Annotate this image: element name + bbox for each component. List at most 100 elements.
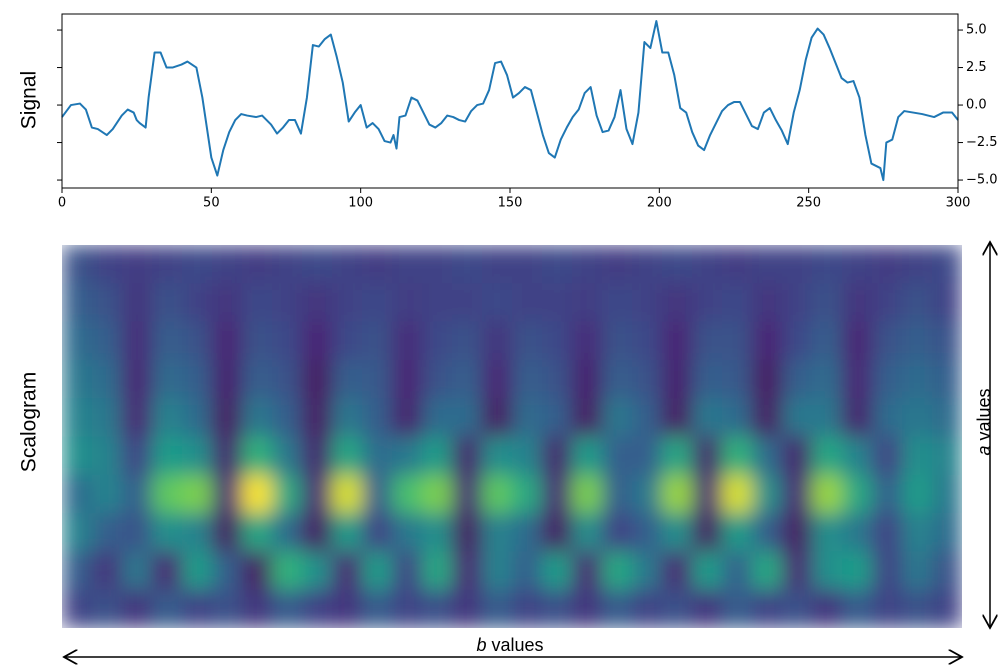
heatmap-cell	[92, 551, 123, 591]
heatmap-cell	[212, 245, 243, 284]
heatmap-cell	[542, 245, 573, 284]
heatmap-cell	[332, 321, 363, 361]
y-tick-label: 2.5	[966, 60, 987, 75]
heatmap-cell	[422, 398, 453, 437]
heatmap-cell	[812, 321, 843, 361]
heatmap-cell	[572, 321, 603, 361]
y-tick-label: 5.0	[966, 23, 987, 38]
heatmap-cell	[452, 513, 483, 552]
heatmap-cell	[212, 589, 243, 628]
heatmap-cell	[302, 245, 333, 284]
heatmap-cell	[272, 589, 303, 628]
heatmap-cell	[332, 359, 363, 399]
heatmap-cell	[782, 513, 813, 552]
heatmap-cell	[392, 398, 423, 437]
heatmap-cell	[542, 283, 573, 323]
heatmap-cell	[632, 283, 663, 323]
heatmap-cell	[302, 589, 333, 628]
heatmap-cell	[362, 359, 393, 399]
heatmap-cell	[632, 398, 663, 437]
heatmap-cell	[902, 398, 933, 437]
heatmap-cell	[752, 551, 783, 591]
heatmap-cell	[302, 321, 333, 361]
heatmap-cell	[332, 474, 363, 514]
heatmap-cell	[182, 436, 213, 476]
heatmap-cell	[242, 245, 273, 284]
heatmap-cell	[62, 245, 93, 284]
heatmap-cell	[812, 474, 843, 514]
heatmap-cell	[932, 283, 962, 323]
heatmap-cell	[812, 436, 843, 476]
heatmap-cell	[632, 321, 663, 361]
heatmap-cell	[92, 398, 123, 437]
heatmap-cell	[872, 321, 903, 361]
heatmap-cell	[782, 283, 813, 323]
heatmap-cell	[482, 398, 513, 437]
heatmap-cell	[572, 436, 603, 476]
heatmap-cell	[752, 321, 783, 361]
heatmap-cell	[692, 513, 723, 552]
heatmap-cell	[182, 321, 213, 361]
heatmap	[62, 245, 962, 628]
heatmap-cell	[902, 474, 933, 514]
scalogram-label: Scalogram	[18, 372, 41, 472]
heatmap-cell	[182, 474, 213, 514]
heatmap-cell	[392, 321, 423, 361]
heatmap-cell	[332, 436, 363, 476]
heatmap-cell	[452, 398, 483, 437]
heatmap-cell	[722, 474, 753, 514]
heatmap-cell	[542, 513, 573, 552]
heatmap-cell	[92, 359, 123, 399]
heatmap-cell	[542, 321, 573, 361]
heatmap-cell	[602, 283, 633, 323]
heatmap-cell	[512, 283, 543, 323]
heatmap-cell	[812, 551, 843, 591]
heatmap-cell	[842, 245, 873, 284]
heatmap-cell	[572, 359, 603, 399]
heatmap-cell	[632, 551, 663, 591]
heatmap-cell	[92, 513, 123, 552]
heatmap-cell	[902, 551, 933, 591]
x-tick-label: 100	[348, 196, 373, 211]
heatmap-cell	[662, 398, 693, 437]
heatmap-cell	[512, 474, 543, 514]
heatmap-cell	[332, 551, 363, 591]
heatmap-cell	[452, 551, 483, 591]
heatmap-cell	[512, 513, 543, 552]
heatmap-cell	[542, 589, 573, 628]
heatmap-cell	[602, 474, 633, 514]
signal-line	[61, 20, 959, 182]
heatmap-cell	[242, 474, 273, 514]
heatmap-cell	[842, 589, 873, 628]
heatmap-cell	[842, 436, 873, 476]
heatmap-cell	[662, 359, 693, 399]
heatmap-cell	[692, 551, 723, 591]
heatmap-cell	[152, 359, 183, 399]
heatmap-cell	[512, 436, 543, 476]
a-var: a	[974, 446, 994, 456]
heatmap-cell	[722, 398, 753, 437]
heatmap-cell	[782, 245, 813, 284]
heatmap-cell	[452, 283, 483, 323]
heatmap-cell	[722, 283, 753, 323]
heatmap-cell	[692, 589, 723, 628]
x-tick-label: 50	[203, 196, 220, 211]
heatmap-cell	[302, 513, 333, 552]
heatmap-cell	[362, 474, 393, 514]
heatmap-cell	[62, 321, 93, 361]
heatmap-cell	[692, 474, 723, 514]
heatmap-cell	[272, 551, 303, 591]
heatmap-cell	[182, 359, 213, 399]
heatmap-cell	[722, 436, 753, 476]
heatmap-cell	[512, 398, 543, 437]
heatmap-cell	[272, 398, 303, 437]
heatmap-cell	[392, 513, 423, 552]
heatmap-cell	[932, 589, 962, 628]
x-tick-label: 0	[58, 196, 66, 211]
x-tick-label: 150	[498, 196, 523, 211]
heatmap-cell	[152, 245, 183, 284]
heatmap-cell	[662, 474, 693, 514]
heatmap-cell	[722, 359, 753, 399]
heatmap-cell	[212, 474, 243, 514]
